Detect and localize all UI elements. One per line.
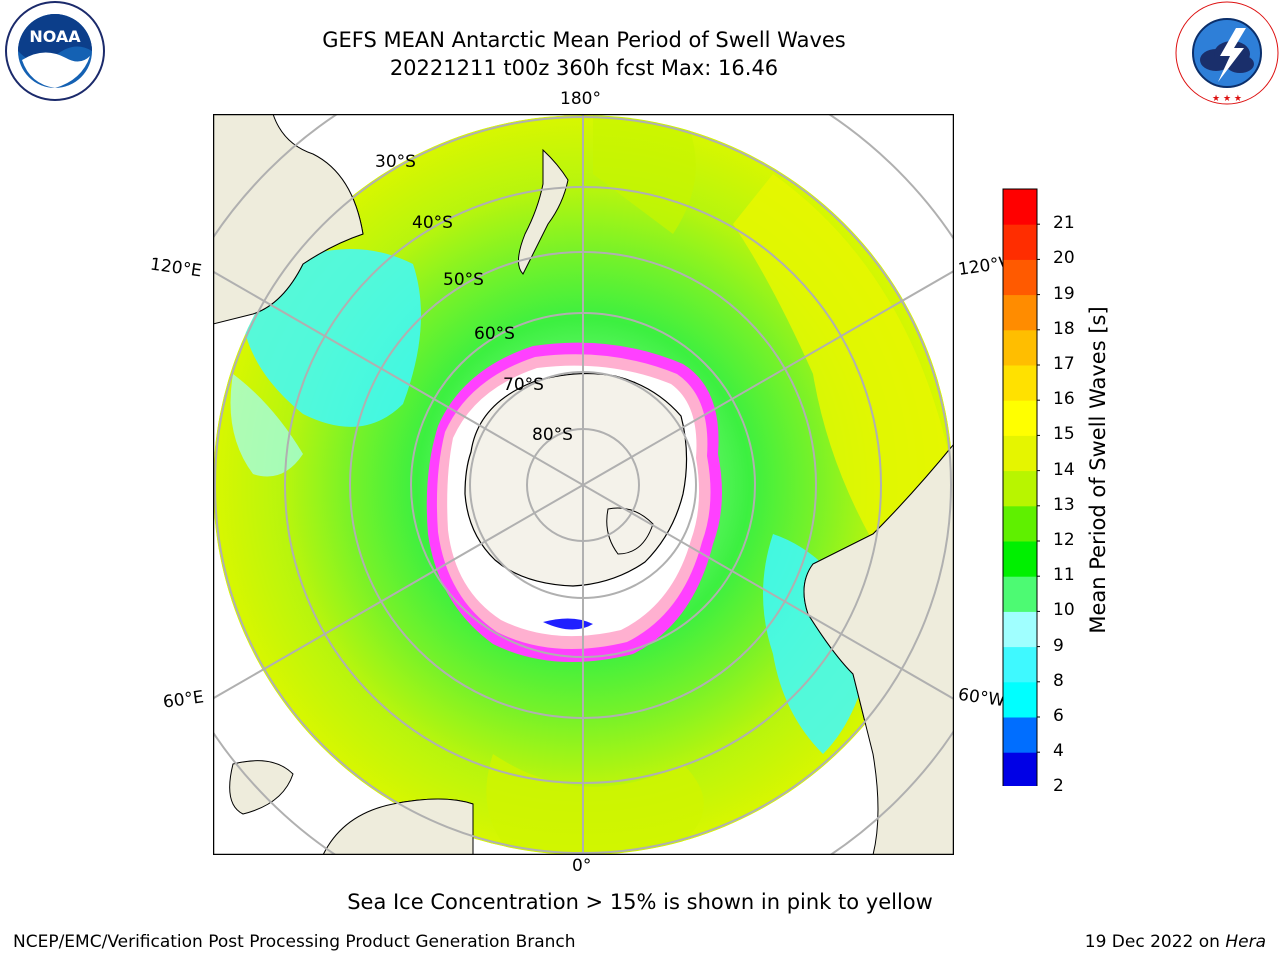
colorbar-segment <box>1003 717 1037 753</box>
lon-label-lower-right: 60°W <box>956 684 1007 712</box>
colorbar-tick-label: 19 <box>1053 283 1075 304</box>
colorbar-tick-label: 10 <box>1053 600 1075 621</box>
sea-ice-caption: Sea Ice Concentration > 15% is shown in … <box>347 890 933 914</box>
colorbar-segment <box>1003 470 1037 507</box>
africa-outside-disk <box>322 798 474 855</box>
swell-region-yellow-pacific <box>733 174 953 604</box>
colorbar-segment <box>1003 365 1037 401</box>
swell-region-lightcyan <box>230 374 303 477</box>
lon-label-bottom: 0° <box>572 856 592 876</box>
nws-logo: ★ ★ ★ <box>1175 1 1279 105</box>
colorbar-label: Mean Period of Swell Waves [s] <box>1086 306 1110 634</box>
colorbar-tick-label: 20 <box>1053 248 1075 269</box>
lat-label-30s: 30°S <box>375 152 416 172</box>
colorbar-tick-label: 21 <box>1053 213 1075 234</box>
lon-label-upper-left: 120°E <box>148 254 203 282</box>
colorbar-tick-label: 8 <box>1053 670 1064 691</box>
map-frame <box>213 114 954 855</box>
colorbar-tick-label: 15 <box>1053 424 1075 445</box>
colorbar-segment <box>1003 611 1037 648</box>
colorbar-tick-label: 18 <box>1053 318 1075 339</box>
footer-producer: NCEP/EMC/Verification Post Processing Pr… <box>13 932 576 952</box>
polar-map <box>213 114 954 855</box>
colorbar-segment <box>1003 189 1037 225</box>
colorbar-tick-label: 16 <box>1053 389 1075 410</box>
colorbar-segment <box>1003 576 1037 612</box>
sea-ice-blue-patch-2 <box>543 618 593 630</box>
colorbar <box>1002 188 1040 786</box>
chart-subtitle: 20221211 t00z 360h fcst Max: 16.46 <box>389 56 779 80</box>
colorbar-segment <box>1003 646 1037 683</box>
colorbar-segment <box>1003 752 1037 786</box>
lat-label-50s: 50°S <box>443 270 484 290</box>
footer-date-text: 19 Dec 2022 on <box>1084 932 1220 952</box>
colorbar-tick-label: 12 <box>1053 530 1075 550</box>
colorbar-segment <box>1003 294 1037 331</box>
colorbar-segment <box>1003 329 1037 366</box>
colorbar-tick-label: 6 <box>1053 706 1064 726</box>
lat-label-60s: 60°S <box>474 324 515 344</box>
colorbar-frame <box>1002 188 1038 786</box>
colorbar-tick-label: 9 <box>1053 635 1064 656</box>
swell-region-cyan-indian <box>243 249 421 427</box>
colorbar-tick-label: 11 <box>1053 565 1075 586</box>
noaa-logo-text: NOAA <box>29 27 81 46</box>
footer-date: 19 Dec 2022 on Hera <box>1085 932 1266 952</box>
meridians <box>213 114 954 855</box>
australia-outside-disk <box>213 114 364 325</box>
colorbar-tick-label: 14 <box>1053 459 1075 480</box>
chart-title: GEFS MEAN Antarctic Mean Period of Swell… <box>322 28 846 52</box>
colorbar-segment <box>1003 259 1037 296</box>
colorbar-segment <box>1003 224 1037 260</box>
colorbar-tick-label: 2 <box>1053 776 1064 797</box>
noaa-logo: NOAA <box>5 1 105 101</box>
lat-label-70s: 70°S <box>503 375 544 395</box>
colorbar-segment <box>1003 681 1037 718</box>
colorbar-segment <box>1003 541 1037 577</box>
swell-region-yellow-tasman <box>593 115 696 234</box>
svg-text:★ ★ ★: ★ ★ ★ <box>1212 94 1242 104</box>
lon-label-lower-left: 60°E <box>161 687 206 713</box>
lat-label-80s: 80°S <box>532 425 573 445</box>
colorbar-segment <box>1003 400 1037 436</box>
colorbar-tick-label: 13 <box>1053 494 1075 515</box>
lat-label-40s: 40°S <box>412 213 453 233</box>
footer-host: Hera <box>1225 932 1266 952</box>
colorbar-tick-label: 4 <box>1053 741 1064 762</box>
colorbar-segment <box>1003 505 1037 542</box>
colorbar-tick-label: 17 <box>1053 354 1075 374</box>
colorbar-segment <box>1003 435 1037 472</box>
lon-label-top: 180° <box>560 89 601 109</box>
new-zealand <box>518 148 569 275</box>
